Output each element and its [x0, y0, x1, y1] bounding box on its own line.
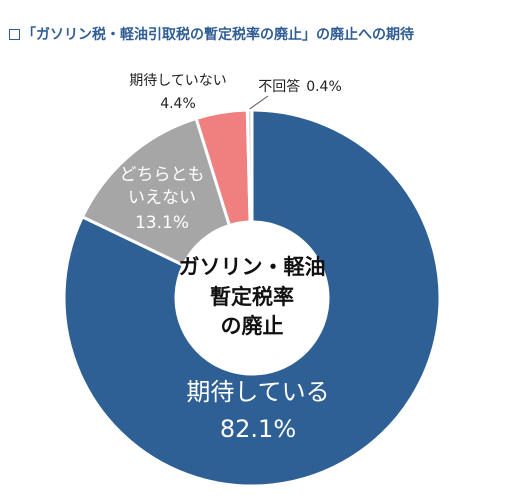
slice-label-4: 不回答 0.4%	[258, 78, 342, 95]
center-label-line-3: の廃止	[221, 314, 284, 338]
slice-value-label: 4.4%	[160, 96, 196, 112]
center-label-line-2: 暫定税率	[210, 285, 294, 309]
slice-value-label: 82.1%	[220, 415, 296, 443]
slice-value-label: 13.1%	[135, 213, 189, 233]
pie-slice-4	[245, 108, 254, 224]
center-label-line-1: ガソリン・軽油	[179, 255, 326, 279]
slice-label-1: 期待している 82.1%	[186, 378, 329, 443]
slice-value-label: 0.4%	[306, 79, 342, 95]
slice-category-label: 期待していない	[129, 73, 227, 89]
slice-category-label: どちらとも	[120, 165, 205, 185]
chart-title-text: 「ガソリン税・軽油引取税の暫定税率の廃止」の廃止への期待	[22, 27, 414, 43]
slice-category-label: 期待している	[186, 378, 329, 406]
title-square-icon	[9, 29, 20, 40]
leader-line-4	[249, 95, 269, 110]
slice-label-3: 期待していない 4.4%	[129, 73, 227, 112]
slice-category-label: 不回答	[258, 78, 300, 95]
slice-category-label: いえない	[128, 188, 196, 208]
slice-label-text: 不回答 0.4%	[258, 78, 342, 95]
pie-slice-2	[80, 116, 231, 267]
pie-slice-1	[62, 108, 442, 488]
chart-title: 「ガソリン税・軽油引取税の暫定税率の廃止」の廃止への期待	[9, 26, 414, 44]
